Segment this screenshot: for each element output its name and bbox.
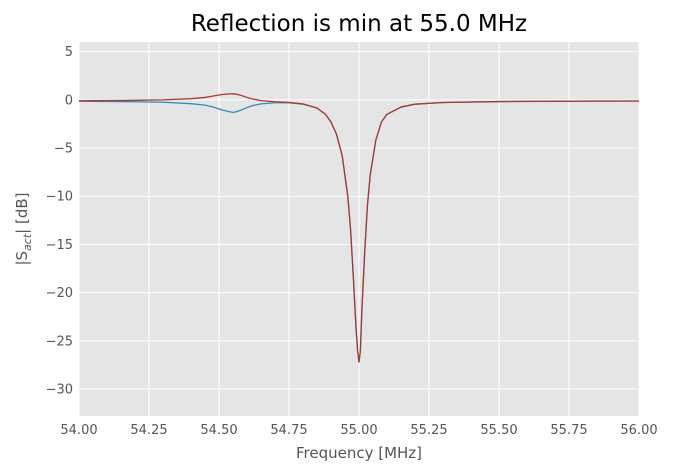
- x-tick-label: 54.50: [200, 423, 237, 438]
- y-axis-label-tail: | [dB]: [13, 192, 31, 233]
- x-tick-label: 54.25: [130, 423, 167, 438]
- y-axis-label-sub: act: [21, 233, 34, 251]
- x-tick-label: 54.75: [270, 423, 307, 438]
- x-tick-label: 56.00: [620, 423, 657, 438]
- y-tick-label: 0: [65, 93, 73, 108]
- y-tick-label: 5: [65, 45, 73, 60]
- y-tick-label: −25: [46, 334, 73, 349]
- y-tick-label: −5: [54, 142, 73, 157]
- y-axis-label-main: |S: [13, 251, 31, 266]
- x-axis-label: Frequency [MHz]: [296, 444, 422, 462]
- y-axis-label: |Sact| [dB]: [13, 192, 34, 265]
- y-tick-label: −10: [46, 190, 73, 205]
- grid: [78, 42, 640, 416]
- y-tick-label: −20: [46, 286, 73, 301]
- y-tick-labels: 5 0 −5 −10 −15 −20 −25 −30: [46, 45, 73, 397]
- x-tick-label: 54.00: [60, 423, 97, 438]
- y-tick-label: −15: [46, 238, 73, 253]
- series-lines: [78, 93, 640, 363]
- x-tick-labels: 54.00 54.25 54.50 54.75 55.00 55.25 55.50 55.75…: [60, 423, 657, 438]
- x-tick-label: 55.50: [480, 423, 517, 438]
- x-tick-label: 55.00: [340, 423, 377, 438]
- x-tick-label: 55.75: [550, 423, 587, 438]
- chart-title: Reflection is min at 55.0 MHz: [191, 11, 527, 37]
- series-line-2: [78, 93, 640, 363]
- x-tick-label: 55.25: [410, 423, 447, 438]
- y-tick-label: −30: [46, 383, 73, 398]
